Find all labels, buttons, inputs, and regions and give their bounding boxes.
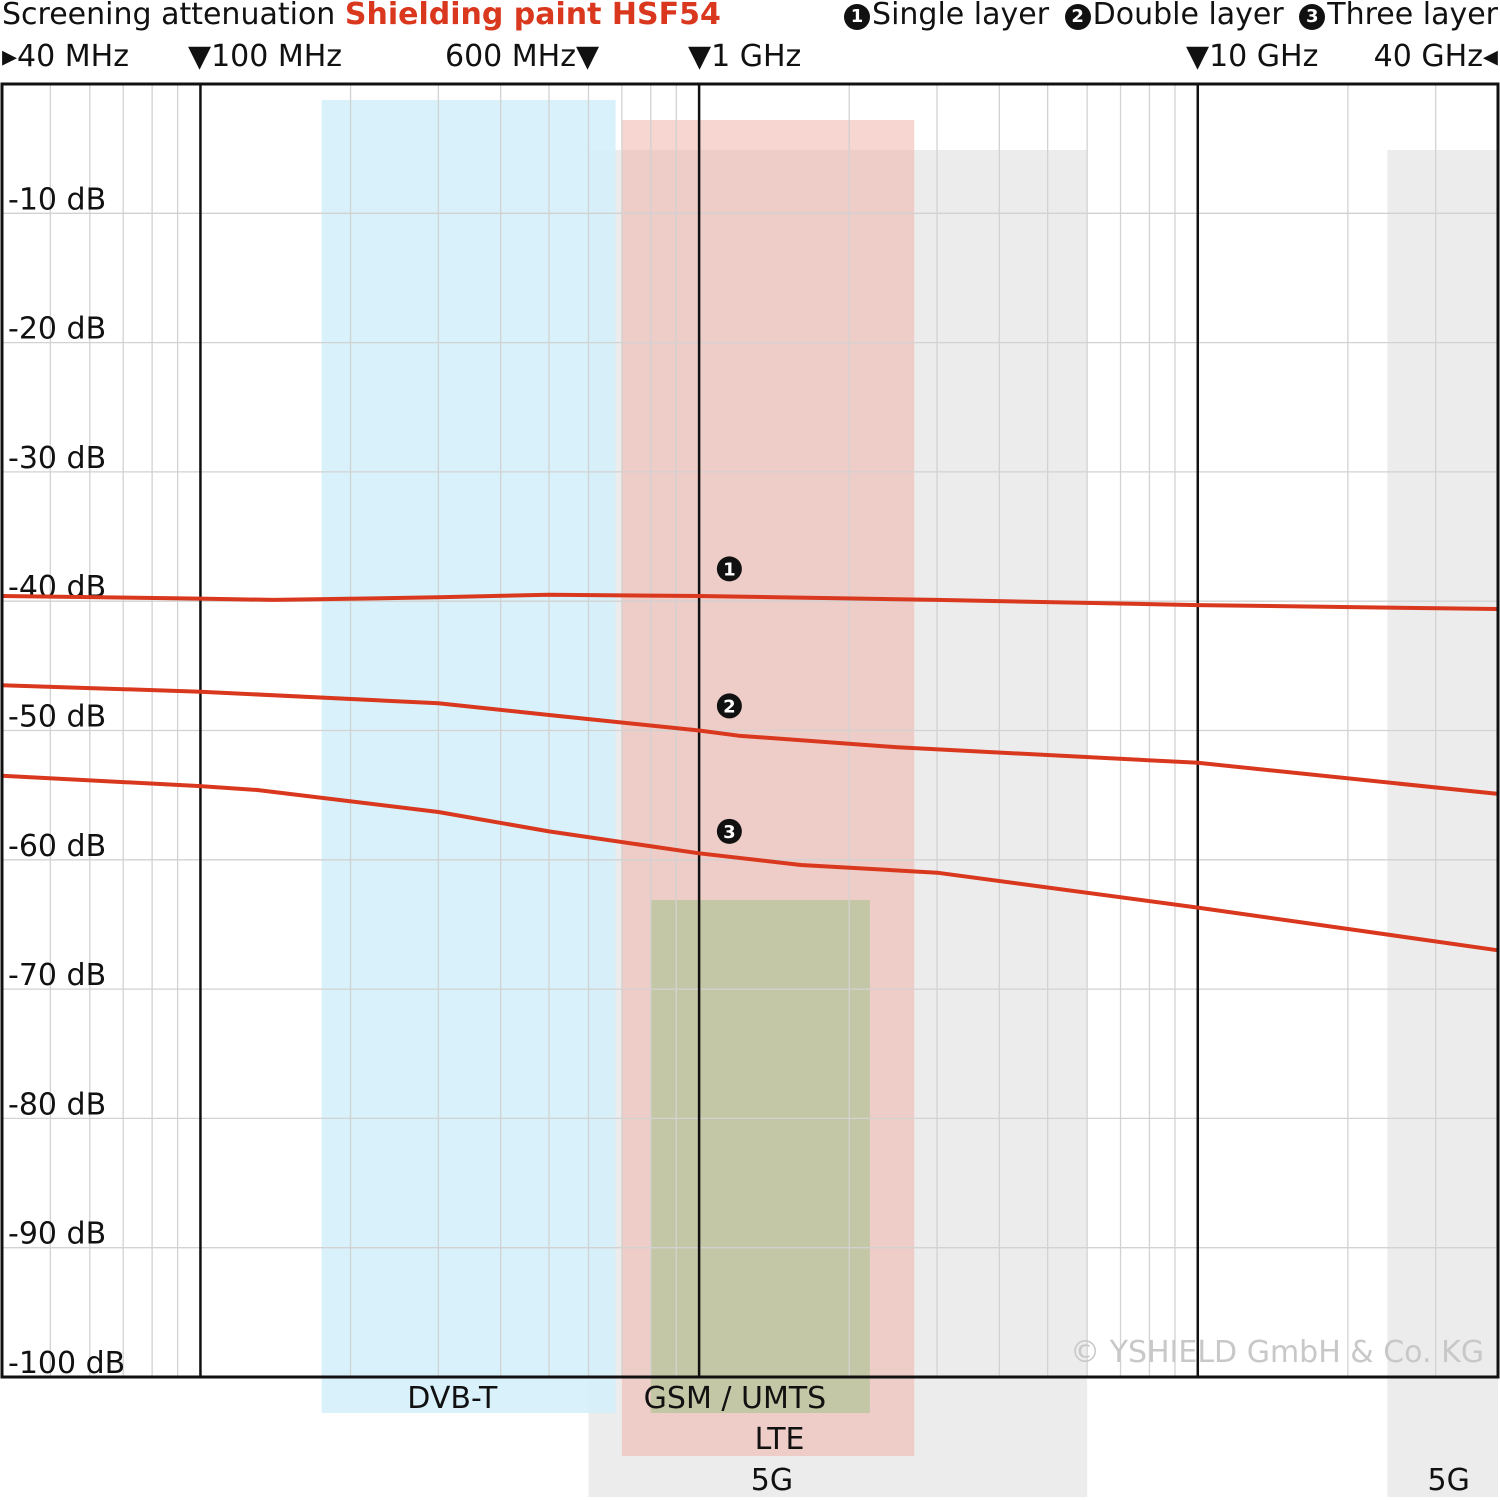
series-marker-label: 1 <box>723 559 736 580</box>
legend-marker-2: 2 <box>1064 4 1091 30</box>
band-gsm-umts-0 <box>650 900 870 1413</box>
series-marker-label: 3 <box>723 822 736 843</box>
y-tick-label: -50 dB <box>8 700 106 735</box>
title-product: Shielding paint HSF54 <box>344 0 721 32</box>
plot-frame <box>0 82 1500 1379</box>
watermark: © YSHIELD GmbH & Co. KG <box>1070 1335 1484 1370</box>
band-label: 5G <box>751 1463 793 1498</box>
legend: 1 Single layer 2 Double layer 3 Three layer <box>838 0 1498 32</box>
y-tick-label: -10 dB <box>8 182 106 217</box>
freq-label-1ghz: ▼1 GHz <box>688 39 802 74</box>
series-line-3 <box>1 773 1499 953</box>
freq-label-40ghz: 40 GHz◂ <box>1373 39 1498 74</box>
legend-label-single: Single layer <box>872 0 1050 32</box>
freq-label-40mhz: ▸40 MHz <box>2 39 129 74</box>
band-label: LTE <box>755 1422 805 1457</box>
band-dvb-t-0 <box>321 100 616 1413</box>
freq-label-100mhz: ▼100 MHz <box>188 39 343 74</box>
legend-label-double: Double layer <box>1092 0 1284 32</box>
y-tick-label: -40 dB <box>8 570 106 605</box>
y-tick-label: -100 dB <box>8 1346 125 1381</box>
band-label: DVB-T <box>407 1381 498 1416</box>
y-tick-label: -30 dB <box>8 441 106 476</box>
freq-label-600mhz: 600 MHz▼ <box>445 39 600 74</box>
series-line-1 <box>1 592 1499 611</box>
series-marker-1 <box>716 556 742 582</box>
series-marker-label: 2 <box>723 696 736 717</box>
series-marker-3 <box>716 818 742 844</box>
chart-header: Screening attenuation Shielding paint HS… <box>0 0 1500 82</box>
freq-label-10ghz: ▼10 GHz <box>1186 39 1319 74</box>
y-tick-label: -20 dB <box>8 312 106 347</box>
series-marker-2 <box>716 693 742 719</box>
band-label: GSM / UMTS <box>644 1381 827 1416</box>
band-5g-1 <box>1387 150 1498 1497</box>
y-tick-label: -90 dB <box>8 1217 106 1252</box>
y-tick-label: -80 dB <box>8 1087 106 1122</box>
chart-title: Screening attenuation Shielding paint HS… <box>2 0 721 32</box>
y-tick-label: -70 dB <box>8 958 106 993</box>
series-line-2 <box>1 683 1499 796</box>
y-tick-label: -60 dB <box>8 829 106 864</box>
legend-marker-3: 3 <box>1299 4 1326 30</box>
legend-label-three: Three layer <box>1327 0 1498 32</box>
band-label: 5G <box>1428 1463 1470 1498</box>
legend-marker-1: 1 <box>844 4 871 30</box>
title-prefix: Screening attenuation <box>2 0 336 32</box>
